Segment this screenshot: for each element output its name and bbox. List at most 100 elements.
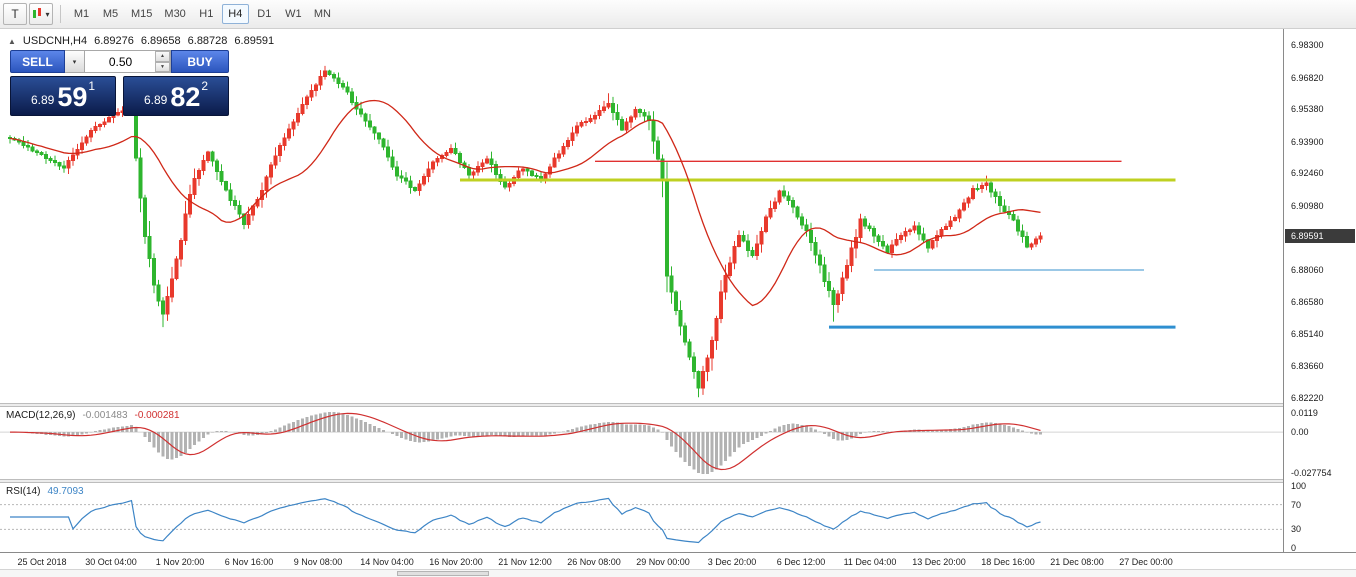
macd-value-signal: -0.000281 (134, 410, 180, 421)
stepper-down-button[interactable]: ▼ (155, 61, 170, 72)
timeframe-m1[interactable]: M1 (73, 8, 90, 20)
ohlc-close: 6.89591 (234, 35, 275, 47)
sell-button[interactable]: SELL (10, 50, 65, 73)
price-scale-label: 6.96820 (1291, 72, 1324, 83)
bid-price-small: 6.89 (30, 93, 55, 107)
price-scale-label: 6.85140 (1291, 328, 1324, 339)
time-label: 6 Dec 12:00 (776, 557, 826, 567)
price-scale-label: 6.98300 (1291, 40, 1324, 51)
time-axis[interactable]: 25 Oct 2018 30 Oct 04:00 1 Nov 20:00 6 Nov … (0, 552, 1356, 569)
bottom-scrollbar (0, 569, 1356, 577)
time-label: 30 Oct 04:00 (85, 557, 137, 567)
timeframe-mn[interactable]: MN (313, 8, 331, 20)
timeframe-group: M1 M5 M15 M30 H1 H4 D1 W1 MN (68, 4, 336, 24)
collapse-panel-icon[interactable]: ▲ (8, 36, 16, 46)
timeframe-h1[interactable]: H1 (199, 8, 214, 20)
text-tool-button[interactable]: T (3, 3, 27, 25)
volume-input[interactable] (85, 51, 170, 72)
ask-price-sup: 2 (201, 79, 209, 93)
chart-workspace: ▲ USDCNH,H4 6.89276 6.89658 6.88728 6.89… (0, 29, 1356, 577)
timeframe-m30[interactable]: M30 (164, 8, 186, 20)
time-label: 11 Dec 04:00 (843, 557, 897, 567)
time-label: 25 Oct 2018 (17, 557, 67, 567)
one-click-prices: 6.89 59 1 6.89 82 2 (10, 76, 229, 116)
rsi-label-row: RSI(14) 49.7093 (6, 486, 84, 497)
price-scale-label: 6.93900 (1291, 136, 1324, 147)
one-click-trading-panel: SELL ▾ ▲ ▼ BUY 6.89 59 1 (10, 50, 229, 116)
candlestick-icon (32, 8, 42, 20)
price-scale-column[interactable]: 6.89591 6.98300 6.96820 6.95380 6.93900 6.92… (1283, 29, 1356, 553)
price-scale-label: 6.90980 (1291, 200, 1324, 211)
macd-scale-label: -0.027754 (1291, 468, 1332, 478)
current-price-badge: 6.89591 (1285, 229, 1355, 244)
symbol-label: USDCNH,H4 (22, 35, 88, 47)
ohlc-low: 6.88728 (187, 35, 228, 47)
volume-stepper: ▲ ▼ (155, 51, 170, 72)
volume-dropdown-button[interactable]: ▾ (65, 50, 85, 73)
chart-header: ▲ USDCNH,H4 6.89276 6.89658 6.88728 6.89… (8, 35, 274, 47)
timeframe-m15[interactable]: M15 (131, 8, 153, 20)
macd-label: MACD(12,26,9) (6, 410, 76, 421)
price-scale-label: 6.92460 (1291, 168, 1324, 179)
buy-button[interactable]: BUY (171, 50, 229, 73)
time-label: 29 Nov 00:00 (636, 557, 690, 567)
time-label: 3 Dec 20:00 (707, 557, 757, 567)
timeframe-m5[interactable]: M5 (102, 8, 119, 20)
time-label: 6 Nov 16:00 (224, 557, 274, 567)
toolbar-separator (60, 5, 61, 23)
time-label: 26 Nov 08:00 (567, 557, 621, 567)
arrow-down-icon: ▼ (160, 63, 165, 70)
ask-price-small: 6.89 (143, 93, 168, 107)
time-label: 27 Dec 00:00 (1119, 557, 1173, 567)
bid-price-box[interactable]: 6.89 59 1 (10, 76, 116, 116)
macd-scale-label: 0.0119 (1291, 408, 1318, 418)
price-scale-label: 6.95380 (1291, 104, 1324, 115)
arrow-up-icon: ▲ (160, 53, 165, 60)
time-label: 16 Nov 20:00 (429, 557, 483, 567)
panel-separator-rsi[interactable] (0, 479, 1356, 483)
time-label: 21 Dec 08:00 (1050, 557, 1104, 567)
rsi-chart[interactable] (0, 483, 1283, 552)
macd-label-row: MACD(12,26,9) -0.001483 -0.000281 (6, 410, 180, 421)
macd-value-main: -0.001483 (82, 410, 128, 421)
one-click-controls: SELL ▾ ▲ ▼ BUY (10, 50, 229, 73)
time-label: 1 Nov 20:00 (155, 557, 205, 567)
timeframe-h4[interactable]: H4 (221, 4, 249, 24)
rsi-value: 49.7093 (47, 486, 84, 497)
ask-price-big: 82 (170, 82, 201, 112)
rsi-scale-label: 0 (1291, 543, 1297, 553)
rsi-label: RSI(14) (6, 486, 41, 497)
ohlc-open: 6.89276 (94, 35, 134, 47)
stepper-up-button[interactable]: ▲ (155, 51, 170, 62)
rsi-scale-label: 100 (1291, 481, 1307, 491)
chevron-down-icon: ▾ (72, 58, 77, 66)
chart-type-button[interactable]: ▾ (29, 3, 53, 25)
ohlc-high: 6.89658 (140, 35, 181, 47)
time-label: 14 Nov 04:00 (360, 557, 414, 567)
time-label: 21 Nov 12:00 (498, 557, 552, 567)
horizontal-scrollbar-thumb[interactable] (397, 571, 489, 576)
price-chart[interactable] (0, 29, 1283, 403)
price-scale-label: 6.86580 (1291, 297, 1324, 308)
price-scale-label: 6.88060 (1291, 264, 1324, 275)
bid-price-big: 59 (57, 82, 88, 112)
rsi-scale-label: 30 (1291, 524, 1302, 535)
volume-field-wrap: ▲ ▼ (85, 50, 171, 73)
time-label: 9 Nov 08:00 (293, 557, 343, 567)
ask-price-box[interactable]: 6.89 82 2 (123, 76, 229, 116)
time-label: 13 Dec 20:00 (912, 557, 966, 567)
rsi-scale-label: 70 (1291, 499, 1302, 510)
macd-chart[interactable] (0, 407, 1283, 479)
price-scale-label: 6.82220 (1291, 392, 1324, 403)
price-scale-label: 6.83660 (1291, 361, 1324, 372)
panel-separator-macd[interactable] (0, 403, 1356, 407)
timeframe-w1[interactable]: W1 (285, 8, 302, 20)
chevron-down-icon: ▾ (45, 9, 50, 19)
bid-price-sup: 1 (88, 79, 96, 93)
macd-scale-label: 0.00 (1291, 427, 1309, 438)
letter-t-icon: T (11, 7, 19, 21)
time-label: 18 Dec 16:00 (981, 557, 1035, 567)
toolbar: T ▾ M1 M5 M15 M30 H1 H4 D1 W1 MN (0, 0, 1356, 29)
timeframe-d1[interactable]: D1 (257, 8, 272, 20)
